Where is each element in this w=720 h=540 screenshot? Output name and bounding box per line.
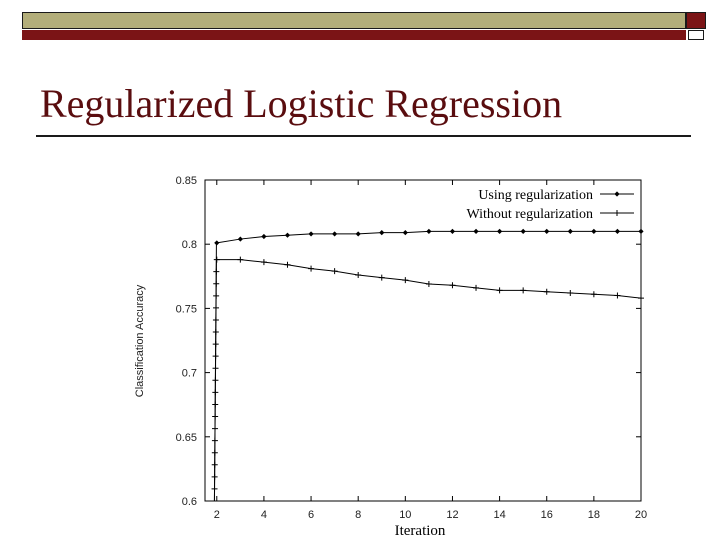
- y-tick-label: 0.85: [176, 175, 197, 187]
- rise-point: [211, 437, 218, 444]
- legend-marker: [614, 210, 620, 216]
- data-point: [544, 228, 550, 234]
- data-point: [567, 289, 574, 296]
- rise-point: [212, 365, 219, 372]
- slide-title: Regularized Logistic Regression: [40, 81, 563, 126]
- data-point: [449, 228, 456, 234]
- y-axis: 0.6 0.65 0.7 0.75 0.8 0.85: [176, 175, 641, 508]
- data-point: [473, 228, 479, 234]
- series-line: [213, 230, 641, 502]
- x-axis: 2 4 6 8 10 12 14 16 18 20: [214, 180, 647, 521]
- rise-point: [212, 329, 219, 336]
- legend-label: Without regularization: [466, 207, 593, 222]
- series-without-regularization: [211, 256, 644, 502]
- data-point: [308, 231, 314, 237]
- rise-point: [212, 316, 219, 323]
- rise-point: [212, 341, 219, 348]
- data-point: [567, 228, 573, 234]
- header-olive-stripe: [22, 12, 686, 29]
- data-point: [402, 230, 408, 236]
- data-point: [332, 231, 338, 237]
- x-tick-label: 2: [214, 509, 220, 521]
- x-tick-label: 20: [635, 509, 647, 521]
- data-point: [378, 274, 385, 281]
- data-point: [355, 272, 362, 279]
- x-tick-label: 4: [261, 509, 267, 521]
- data-point: [213, 256, 220, 263]
- data-point: [260, 259, 267, 266]
- rise-point: [212, 413, 219, 420]
- rise-point: [212, 401, 219, 408]
- rise-point: [211, 485, 218, 492]
- data-point: [543, 288, 550, 295]
- y-axis-label: Classification Accuracy: [134, 284, 146, 397]
- rise-point: [212, 425, 219, 432]
- data-point: [355, 231, 361, 237]
- x-tick-label: 6: [308, 509, 314, 521]
- x-tick-label: 18: [588, 509, 600, 521]
- data-point: [402, 277, 409, 284]
- rise-point: [213, 280, 220, 287]
- data-point: [496, 228, 503, 234]
- header-corner-squares: [686, 12, 706, 40]
- rise-point: [212, 389, 219, 396]
- rise-point: [211, 461, 218, 468]
- data-point: [520, 228, 526, 234]
- y-tick-label: 0.7: [182, 368, 197, 380]
- data-point: [496, 287, 503, 294]
- data-point: [614, 292, 621, 299]
- data-point: [284, 232, 291, 238]
- data-point: [214, 240, 220, 246]
- y-tick-label: 0.75: [176, 303, 197, 315]
- x-tick-label: 14: [493, 509, 505, 521]
- x-tick-label: 16: [541, 509, 553, 521]
- header-maroon-stripe: [22, 30, 686, 40]
- data-point: [331, 268, 338, 275]
- data-point: [308, 265, 315, 272]
- plot-frame: [204, 179, 642, 502]
- data-point: [591, 228, 597, 234]
- corner-square-filled: [686, 12, 706, 29]
- corner-square-outline: [688, 30, 704, 40]
- series-layer: [211, 228, 644, 502]
- series-using-regularization: [213, 228, 644, 502]
- data-point: [379, 230, 385, 236]
- data-point: [237, 236, 243, 242]
- rise-point: [213, 268, 220, 275]
- x-tick-label: 8: [355, 509, 361, 521]
- data-point: [520, 287, 527, 294]
- y-tick-label: 0.6: [182, 496, 197, 508]
- rise-point: [213, 292, 220, 299]
- data-point: [638, 228, 644, 234]
- data-point: [284, 261, 291, 268]
- series-line: [213, 259, 642, 502]
- x-tick-label: 12: [446, 509, 458, 521]
- legend-marker: [614, 191, 620, 197]
- x-tick-label: 10: [399, 509, 411, 521]
- data-point: [426, 228, 432, 234]
- data-point: [449, 282, 456, 289]
- data-point: [638, 295, 644, 302]
- x-axis-label: Iteration: [395, 523, 446, 539]
- rise-point: [212, 353, 219, 360]
- header-decoration-bar: [22, 12, 686, 40]
- rise-point: [212, 377, 219, 384]
- data-point: [237, 256, 244, 263]
- y-tick-label: 0.8: [182, 239, 197, 251]
- rise-point: [213, 304, 220, 311]
- data-point: [590, 291, 597, 298]
- legend-label: Using regularization: [478, 188, 593, 203]
- y-tick-label: 0.65: [176, 432, 197, 444]
- data-point: [473, 284, 480, 291]
- data-point: [261, 233, 267, 240]
- data-point: [614, 228, 621, 234]
- rise-point: [211, 449, 218, 456]
- data-point: [425, 281, 432, 288]
- legend: Using regularization Without regularizati…: [466, 188, 634, 222]
- title-underline: [36, 135, 691, 137]
- rise-point: [211, 473, 218, 480]
